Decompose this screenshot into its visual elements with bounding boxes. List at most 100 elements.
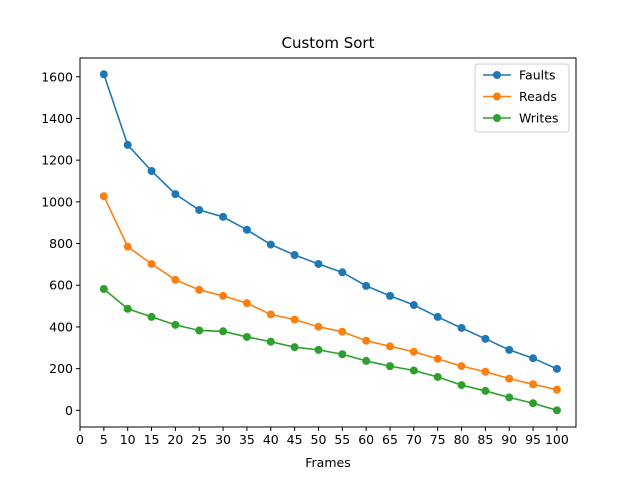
data-point-faults	[195, 205, 204, 214]
data-point-writes	[433, 372, 442, 381]
data-point-faults	[362, 281, 371, 290]
data-point-faults	[338, 268, 347, 277]
data-point-writes	[219, 327, 228, 336]
plot-frame	[79, 57, 577, 428]
data-point-faults	[266, 240, 275, 249]
y-tick-label: 1400	[41, 111, 73, 126]
data-point-reads	[219, 291, 228, 300]
data-point-faults	[433, 312, 442, 321]
data-point-writes	[99, 284, 108, 293]
x-tick-label: 55	[334, 432, 350, 447]
data-point-writes	[457, 381, 466, 390]
y-tick-label: 1600	[41, 69, 73, 84]
x-tick-label: 45	[287, 432, 303, 447]
x-tick-label: 75	[430, 432, 446, 447]
data-point-reads	[529, 380, 538, 389]
axes-ticks: 0 5 10 15 20 25 30 35 40 45 50 55 60 65 70 75 80 85 90 95 10…	[41, 69, 569, 447]
data-point-faults	[147, 166, 156, 175]
y-tick-label: 1200	[41, 153, 73, 168]
data-point-writes	[505, 393, 514, 402]
legend-label-reads: Reads	[519, 89, 557, 104]
x-tick-label: 20	[167, 432, 183, 447]
data-point-reads	[266, 310, 275, 319]
data-point-faults	[457, 323, 466, 332]
data-point-reads	[386, 342, 394, 351]
legend-marker-writes	[493, 114, 501, 122]
x-tick-label: 10	[120, 432, 136, 447]
data-point-faults	[171, 190, 180, 199]
x-tick-label: 0	[76, 432, 84, 447]
data-point-reads	[99, 192, 108, 201]
legend-label-faults: Faults	[519, 68, 556, 83]
data-point-faults	[242, 225, 251, 234]
data-point-writes	[266, 337, 275, 346]
data-point-reads	[123, 242, 132, 251]
x-tick-label: 65	[382, 432, 398, 447]
y-tick-label: 800	[49, 236, 73, 251]
data-point-faults	[552, 364, 561, 373]
data-point-faults	[529, 354, 538, 363]
data-point-faults	[99, 70, 108, 79]
x-tick-label: 60	[358, 432, 374, 447]
data-point-writes	[171, 320, 180, 329]
series-line-reads	[103, 195, 558, 391]
data-point-writes	[409, 366, 418, 375]
y-tick-label: 400	[49, 319, 73, 334]
data-point-writes	[195, 326, 204, 335]
x-tick-label: 50	[311, 432, 327, 447]
legend-label-writes: Writes	[519, 111, 559, 126]
data-point-writes	[338, 350, 347, 359]
data-point-faults	[290, 251, 299, 260]
data-point-reads	[147, 259, 156, 268]
x-tick-label: 85	[477, 432, 493, 447]
data-point-reads	[171, 275, 180, 284]
series-line-faults	[103, 74, 558, 370]
data-point-faults	[481, 334, 490, 343]
data-point-faults	[505, 345, 514, 354]
data-point-writes	[147, 312, 156, 321]
data-point-faults	[386, 291, 394, 300]
data-point-faults	[219, 212, 228, 221]
x-tick-label: 25	[191, 432, 207, 447]
y-tick-label: 1000	[41, 194, 73, 209]
data-point-reads	[338, 327, 347, 336]
y-tick-label: 600	[49, 278, 73, 293]
legend-marker-reads	[493, 92, 501, 101]
data-point-reads	[362, 336, 371, 345]
data-point-reads	[457, 362, 466, 371]
data-point-writes	[481, 386, 490, 395]
x-axis-label: Frames	[305, 455, 350, 470]
data-point-reads	[505, 374, 514, 383]
x-tick-label: 30	[215, 432, 231, 447]
chart-title: Custom Sort	[282, 34, 375, 52]
y-tick-label: 200	[49, 361, 73, 376]
data-point-reads	[242, 299, 251, 308]
legend: Faults Reads Writes	[474, 63, 570, 133]
x-tick-label: 95	[525, 432, 541, 447]
x-tick-label: 90	[501, 432, 517, 447]
legend-marker-faults	[493, 71, 501, 79]
plot-marks	[99, 70, 561, 415]
data-point-writes	[362, 356, 371, 365]
data-point-writes	[552, 406, 561, 415]
y-tick-label: 0	[65, 403, 73, 418]
data-point-writes	[242, 332, 251, 341]
data-point-writes	[529, 399, 538, 408]
x-tick-label: 15	[144, 432, 160, 447]
data-point-writes	[386, 362, 394, 371]
data-point-reads	[314, 322, 323, 331]
data-point-reads	[409, 347, 418, 356]
data-point-writes	[290, 343, 299, 352]
data-point-writes	[123, 304, 132, 313]
data-point-reads	[195, 285, 204, 294]
data-point-faults	[123, 140, 132, 149]
data-point-faults	[314, 259, 323, 268]
data-point-reads	[433, 354, 442, 363]
x-tick-label: 5	[100, 432, 108, 447]
x-tick-label: 70	[406, 432, 422, 447]
data-point-reads	[552, 385, 561, 394]
x-tick-label: 100	[545, 432, 569, 447]
data-point-reads	[290, 315, 299, 324]
data-point-writes	[314, 345, 323, 354]
